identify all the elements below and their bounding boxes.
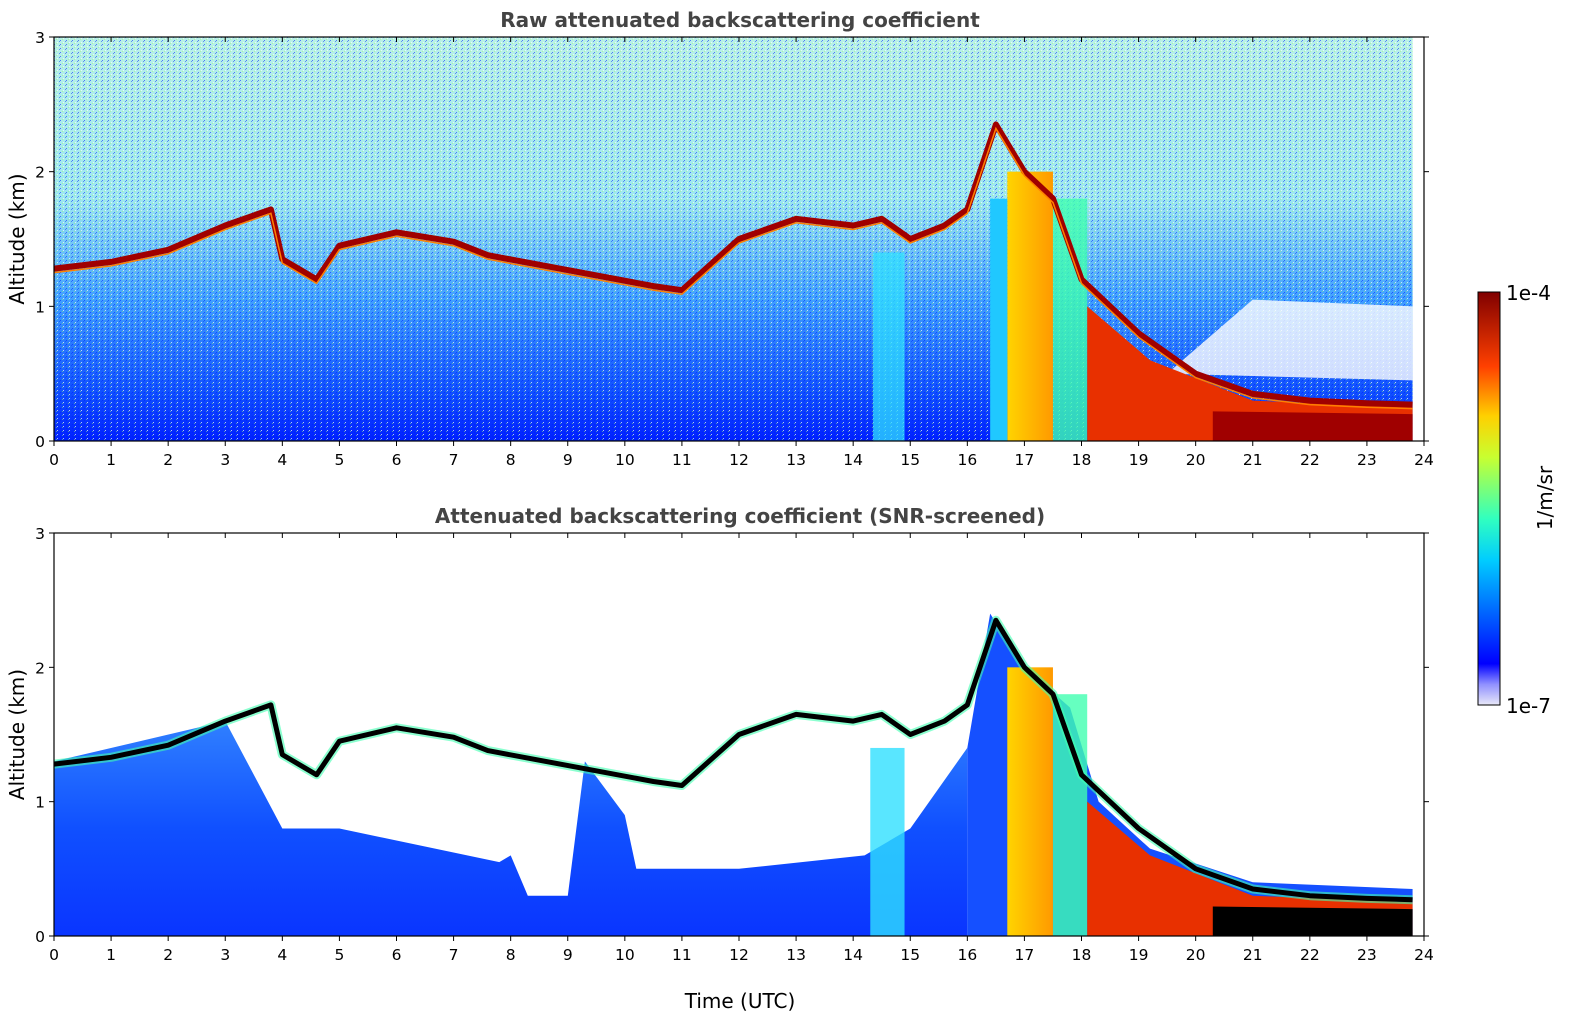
x-tick-label: 11 [672,451,692,469]
x-tick-label: 13 [786,946,806,964]
x-tick-label: 23 [1357,946,1377,964]
x-tick-label: 0 [49,946,59,964]
x-tick-label: 1 [106,946,116,964]
y-tick-label: 0 [35,433,45,451]
y-tick-label: 2 [35,164,45,182]
y-tick-label: 1 [35,298,45,316]
screened-y-axis-label: Altitude (km) [5,669,29,800]
x-tick-label: 7 [449,451,459,469]
x-tick-label: 22 [1300,946,1320,964]
x-tick-label: 10 [615,946,635,964]
raw-y-axis-label: Altitude (km) [5,173,29,304]
x-axis-label: Time (UTC) [684,989,796,1013]
x-tick-label: 14 [843,451,863,469]
x-tick-label: 7 [449,946,459,964]
x-tick-label: 6 [392,946,402,964]
x-tick-label: 18 [1072,946,1092,964]
raw-cloud-edge [53,126,1413,410]
x-tick-label: 3 [220,946,230,964]
screened-column-cyan [870,747,905,936]
x-tick-label: 0 [49,451,59,469]
x-tick-label: 5 [334,946,344,964]
x-tick-label: 4 [277,451,287,469]
raw-column-green [1052,198,1088,441]
x-tick-label: 15 [900,451,920,469]
x-tick-label: 24 [1414,451,1434,469]
x-tick-label: 9 [563,946,573,964]
x-tick-label: 16 [957,451,977,469]
raw-precip-column [1007,171,1053,441]
x-tick-label: 17 [1015,946,1035,964]
colorbar: 1e-4 1e-7 1/m/sr [1477,281,1557,718]
screened-precip-column [1007,667,1053,936]
x-tick-label: 23 [1357,451,1377,469]
x-tick-label: 15 [900,946,920,964]
y-tick-label: 3 [35,525,45,543]
x-tick-label: 22 [1300,451,1320,469]
raw-column-cyan-2 [873,252,905,441]
x-tick-label: 18 [1072,451,1092,469]
raw-panel-title: Raw attenuated backscattering coefficien… [500,8,980,32]
x-tick-label: 2 [163,451,173,469]
raw-y-axis: 0 1 2 3 [35,29,1429,451]
raw-cloud-layer [53,121,1413,408]
y-tick-label: 0 [35,928,45,946]
colorbar-max-label: 1e-4 [1506,281,1551,305]
x-tick-label: 1 [106,451,116,469]
raw-clear-air-region [1167,299,1413,381]
x-tick-label: 14 [843,946,863,964]
raw-aerosol-core [1212,411,1413,441]
raw-backscatter-panel: Raw attenuated backscattering coefficien… [5,8,1434,469]
raw-aerosol-layer [1087,306,1413,441]
y-tick-label: 1 [35,794,45,812]
x-tick-label: 5 [334,451,344,469]
raw-x-axis: 0 1 2 3 4 5 6 7 8 9 10 11 12 13 14 15 16 17 18 19 20 21 22 23 24 [49,37,1434,469]
x-tick-label: 20 [1186,946,1206,964]
x-tick-label: 21 [1243,946,1263,964]
colorbar-min-label: 1e-7 [1506,694,1551,718]
x-tick-label: 16 [957,946,977,964]
raw-plot-area [53,37,1413,441]
screened-panel-title: Attenuated backscattering coefficient (S… [435,504,1045,528]
colorbar-unit-label: 1/m/sr [1533,465,1557,530]
x-tick-label: 12 [729,946,749,964]
raw-column-cyan [990,198,1008,441]
x-tick-label: 9 [563,451,573,469]
screened-x-axis: 0 1 2 3 4 5 6 7 8 9 10 11 12 13 14 15 16 17 18 19 20 21 22 23 24 [49,533,1434,964]
x-tick-label: 24 [1414,946,1434,964]
x-tick-label: 2 [163,946,173,964]
x-tick-label: 11 [672,946,692,964]
x-tick-label: 17 [1015,451,1035,469]
y-tick-label: 3 [35,29,45,47]
x-tick-label: 6 [392,451,402,469]
screened-aerosol-core [1212,906,1413,936]
x-tick-label: 4 [277,946,287,964]
x-tick-label: 21 [1243,451,1263,469]
x-tick-label: 10 [615,451,635,469]
screened-plot-area [53,613,1413,936]
x-tick-label: 13 [786,451,806,469]
screened-y-axis: 0 1 2 3 [35,525,1429,946]
x-tick-label: 12 [729,451,749,469]
x-tick-label: 8 [506,946,516,964]
x-tick-label: 20 [1186,451,1206,469]
screened-aerosol-layer [1087,801,1413,936]
colorbar-gradient [1477,291,1501,706]
x-tick-label: 19 [1129,946,1149,964]
x-tick-label: 19 [1129,451,1149,469]
screened-boundary-layer [54,721,968,936]
screened-backscatter-panel: Attenuated backscattering coefficient (S… [5,504,1434,1013]
x-tick-label: 3 [220,451,230,469]
x-tick-label: 8 [506,451,516,469]
y-tick-label: 2 [35,659,45,677]
screened-cloud-layer [53,617,1413,903]
